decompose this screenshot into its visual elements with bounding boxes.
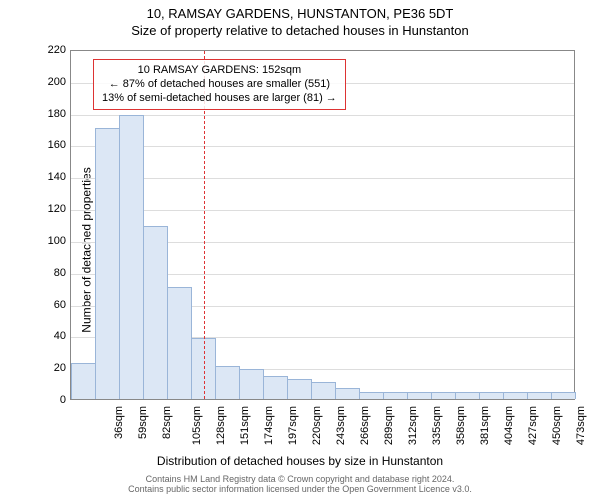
plot-area: 10 RAMSAY GARDENS: 152sqm ← 87% of detac… [70, 50, 575, 400]
y-tick-label: 180 [48, 108, 66, 120]
bar [311, 382, 336, 399]
bar [71, 363, 96, 399]
bar [167, 287, 192, 399]
x-tick-label: 151sqm [239, 406, 251, 445]
x-tick-label: 82sqm [161, 406, 173, 439]
bar [287, 379, 312, 399]
y-tick-label: 20 [54, 362, 66, 374]
y-tick-label: 0 [60, 394, 66, 406]
x-tick-label: 335sqm [431, 406, 443, 445]
bar [407, 392, 432, 399]
x-tick-label: 266sqm [359, 406, 371, 445]
chart-container: 10, RAMSAY GARDENS, HUNSTANTON, PE36 5DT… [0, 0, 600, 500]
bar [383, 392, 408, 399]
annotation-line-2: ← 87% of detached houses are smaller (55… [102, 78, 337, 92]
y-tick-label: 80 [54, 267, 66, 279]
bar [359, 392, 384, 399]
x-tick-label: 220sqm [311, 406, 323, 445]
x-tick-label: 358sqm [455, 406, 467, 445]
footer: Contains HM Land Registry data © Crown c… [0, 474, 600, 495]
bar [527, 392, 552, 399]
x-tick-label: 289sqm [383, 406, 395, 445]
x-tick-label: 197sqm [287, 406, 299, 445]
x-tick-label: 59sqm [137, 406, 149, 439]
footer-line-1: Contains HM Land Registry data © Crown c… [0, 474, 600, 484]
y-tick-label: 140 [48, 171, 66, 183]
bar [455, 392, 480, 399]
y-tick-label: 220 [48, 44, 66, 56]
bar [119, 115, 144, 399]
y-tick-label: 160 [48, 139, 66, 151]
chart-title-1: 10, RAMSAY GARDENS, HUNSTANTON, PE36 5DT [0, 6, 600, 21]
x-tick-label: 105sqm [191, 406, 203, 445]
x-tick-label: 427sqm [527, 406, 539, 445]
chart-title-2: Size of property relative to detached ho… [0, 23, 600, 38]
x-tick-label: 473sqm [575, 406, 587, 445]
bar [335, 388, 360, 399]
y-tick-label: 60 [54, 299, 66, 311]
x-tick-label: 243sqm [335, 406, 347, 445]
x-axis-label: Distribution of detached houses by size … [0, 454, 600, 468]
x-tick-label: 450sqm [551, 406, 563, 445]
footer-line-2: Contains public sector information licen… [0, 484, 600, 494]
y-tick-label: 120 [48, 203, 66, 215]
bar [239, 369, 264, 399]
bar [215, 366, 240, 399]
bar [503, 392, 528, 399]
annotation-line-3: 13% of semi-detached houses are larger (… [102, 92, 337, 106]
x-tick-label: 404sqm [503, 406, 515, 445]
bar [95, 128, 120, 399]
annotation-line-1: 10 RAMSAY GARDENS: 152sqm [102, 64, 337, 78]
x-tick-label: 36sqm [113, 406, 125, 439]
y-tick-label: 40 [54, 330, 66, 342]
bar [479, 392, 504, 399]
bar [551, 392, 576, 399]
bar [143, 226, 168, 399]
x-tick-label: 174sqm [263, 406, 275, 445]
x-tick-label: 128sqm [215, 406, 227, 445]
y-tick-label: 100 [48, 235, 66, 247]
annotation-box: 10 RAMSAY GARDENS: 152sqm ← 87% of detac… [93, 59, 346, 110]
y-tick-label: 200 [48, 76, 66, 88]
x-tick-label: 381sqm [479, 406, 491, 445]
x-tick-label: 312sqm [407, 406, 419, 445]
bar [431, 392, 456, 399]
bar [263, 376, 288, 399]
